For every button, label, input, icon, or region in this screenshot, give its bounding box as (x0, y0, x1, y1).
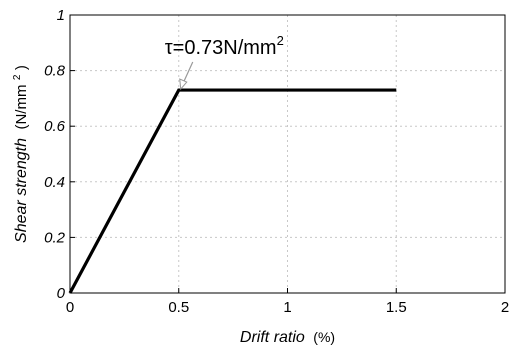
x-axis-title: Drift ratio (%) (240, 329, 335, 346)
x-axis-title-unit: (%) (313, 329, 335, 345)
annotation-label: τ=0.73N/mm2 (165, 33, 284, 59)
y-tick-label: 1 (57, 7, 65, 24)
x-tick-label: 2 (501, 299, 509, 316)
annotations: τ=0.73N/mm2 (165, 33, 284, 91)
y-tick-label: 0 (57, 285, 66, 302)
y-axis-title-unit-sup: 2 (12, 74, 23, 80)
axis-ticks: 0 0.5 1 1.5 2 0 0.2 0.4 0.6 0.8 1 (44, 7, 509, 316)
y-tick-label: 0.8 (44, 63, 66, 80)
annotation-arrow-line (182, 61, 194, 85)
x-tick-label: 1 (283, 299, 291, 316)
grid-lines (70, 15, 505, 293)
annotation-arrowhead (179, 78, 188, 91)
y-axis-title: Shear strength (N/mm 2 ) (7, 65, 30, 243)
series-line (68, 88, 397, 294)
y-axis-title-text: Shear strength (13, 138, 30, 243)
annotation-sup: 2 (277, 33, 284, 48)
annotation-text: τ=0.73N/mm (165, 37, 277, 59)
x-tick-label: 1.5 (386, 299, 407, 316)
y-axis-title-unit-close: ) (13, 65, 30, 70)
y-tick-label: 0.2 (44, 229, 66, 246)
y-axis-title-unit: (N/mm (13, 85, 30, 130)
x-axis-title-text: Drift ratio (240, 329, 305, 346)
y-tick-label: 0.4 (44, 174, 65, 191)
y-tick-label: 0.6 (44, 118, 66, 135)
x-tick-label: 0.5 (168, 299, 189, 316)
series-group (68, 88, 397, 294)
x-tick-label: 0 (66, 299, 74, 316)
